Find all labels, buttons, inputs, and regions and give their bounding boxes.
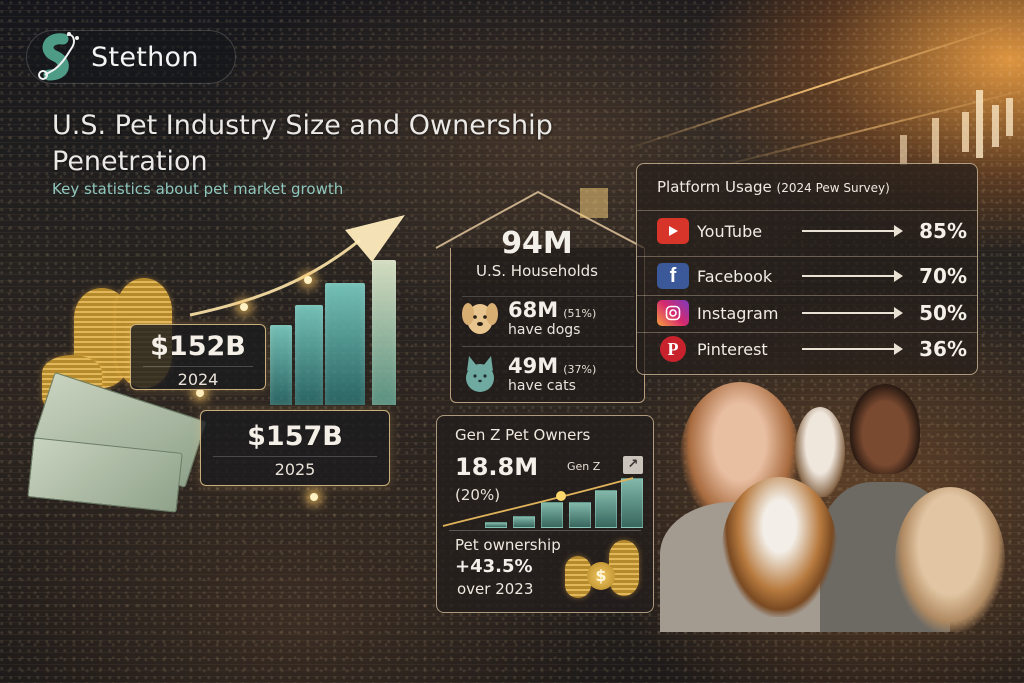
instagram-icon [657, 300, 689, 326]
platform-value: 50% [919, 301, 967, 325]
platform-name: YouTube [697, 221, 763, 241]
house-roof [435, 188, 645, 249]
households-total: 94M [501, 226, 573, 261]
chart-bar [325, 283, 365, 405]
platform-row-youtube: YouTube 85% [657, 216, 967, 246]
platform-name: Facebook [697, 266, 773, 286]
genz-tag: Gen Z [567, 460, 601, 473]
stat-box-2025: $157B 2025 [200, 410, 390, 486]
households-panel: 94M U.S. Households 68M (51%) have dogs … [432, 188, 645, 403]
chart-bar [295, 305, 323, 405]
man-figure [850, 384, 920, 474]
youtube-icon [657, 218, 689, 244]
glow-dot [240, 303, 248, 311]
platform-name: Instagram [697, 303, 779, 323]
chart-bar [270, 325, 292, 405]
cats-pct: (37%) [563, 363, 597, 376]
growth-label: Pet ownership [455, 536, 561, 554]
industry-value: $157B [247, 421, 343, 452]
trend-up-arrow-icon: ↗ [623, 456, 643, 474]
genz-title: Gen Z Pet Owners [455, 426, 591, 444]
platform-row-instagram: Instagram 50% [657, 298, 967, 328]
page-title: U.S. Pet Industry Size and Ownership Pen… [52, 110, 553, 177]
platform-value: 36% [919, 337, 967, 361]
kitten [795, 407, 845, 497]
genz-trend-line [442, 477, 634, 527]
trend-up-arrow-icon [189, 215, 405, 317]
glow-dot [304, 276, 312, 284]
industry-value: $152B [150, 331, 246, 362]
genz-pct: (20%) [455, 486, 501, 504]
coin-stack-icon [565, 556, 591, 598]
arrow-right-icon [802, 343, 903, 355]
genz-chart-bar [541, 502, 563, 528]
genz-chart-bar [569, 502, 591, 528]
arrow-right-icon [802, 270, 903, 282]
arrow-right-icon [802, 225, 903, 237]
dogs-value: 68M [508, 298, 559, 322]
households-label: U.S. Households [476, 262, 598, 280]
decorative-streak [619, 20, 1020, 152]
growth-period: over 2023 [457, 580, 534, 598]
cat-icon [466, 356, 494, 392]
brand-name: Stethon [91, 41, 199, 73]
genz-chart-bar [595, 490, 617, 528]
genz-chart-bar [513, 516, 535, 528]
dogs-row: 68M (51%) have dogs [460, 292, 640, 344]
facebook-icon: f [657, 263, 689, 289]
coin-stack-icon [609, 540, 639, 596]
industry-year: 2025 [213, 456, 377, 479]
glow-dot [310, 493, 318, 501]
dog-icon [462, 303, 498, 334]
platform-row-facebook: f Facebook 70% [657, 261, 967, 291]
arrow-right-icon [802, 307, 903, 319]
growth-value: +43.5% [455, 556, 533, 577]
stat-box-2024: $152B 2024 [130, 324, 266, 390]
genz-chart-bar [485, 522, 507, 528]
dogs-label: have dogs [508, 322, 581, 338]
platform-value: 70% [919, 264, 967, 288]
brand-logo[interactable]: Stethon [26, 30, 236, 84]
dogs-pct: (51%) [563, 307, 597, 320]
platform-row-pinterest: P Pinterest 36% [657, 334, 967, 364]
platform-name: Pinterest [697, 339, 768, 359]
cats-value: 49M [508, 354, 559, 378]
glow-dot [196, 389, 204, 397]
genz-value: 18.8M [455, 453, 539, 481]
page-subtitle: Key statistics about pet market growth [52, 180, 344, 198]
cats-row: 49M (37%) have cats [460, 348, 640, 400]
french-bulldog [895, 487, 1005, 632]
genz-panel: Gen Z Pet Owners 18.8M Gen Z (20%) ↗ Pet… [436, 415, 654, 613]
pinterest-icon: P [660, 336, 686, 362]
cats-label: have cats [508, 378, 576, 394]
chart-bar [372, 260, 396, 405]
people-with-pets-photo [660, 372, 1024, 632]
platform-value: 85% [919, 219, 967, 243]
dollar-coin-icon: $ [587, 562, 615, 590]
industry-year: 2024 [143, 366, 253, 389]
beagle-dog [722, 477, 837, 617]
platform-usage-title: Platform Usage (2024 Pew Survey) [657, 178, 890, 196]
platform-usage-panel: Platform Usage (2024 Pew Survey) YouTube… [636, 163, 978, 375]
stethoscope-s-icon [33, 29, 89, 85]
